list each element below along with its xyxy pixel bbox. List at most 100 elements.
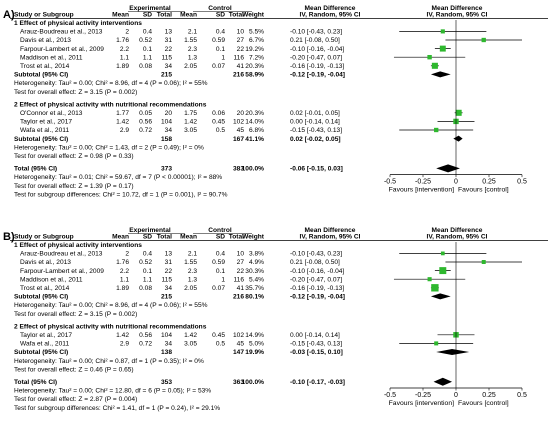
subtotal-exp-total: 158 [161,136,172,143]
control-header: Control [208,5,232,12]
total-ctrl-total: 363 [233,379,244,386]
column-header-total: Total [229,12,244,19]
ctrl-mean: 2.1 [188,251,197,258]
column-header-mean: Mean [112,234,129,241]
study-ci: -0.20 [-0.47, 0.07] [290,54,342,61]
exp-sd: 0.05 [139,110,152,117]
ctrl-total: 27 [237,259,245,266]
subtotal-ci: 0.02 [-0.02, 0.05] [290,136,341,143]
subtotal-label: Subtotal (95% CI) [14,294,68,301]
favours-control-label: Favours [control] [458,187,509,194]
ctrl-sd: 0.07 [212,285,225,292]
ctrl-total: 10 [237,29,245,36]
subtotal-diamond [430,293,451,300]
subtotal-exp-total: 215 [161,294,172,301]
study-ci: -0.10 [-0.43, 0.23] [290,251,342,258]
subgroup-heterogeneity: Heterogeneity: Tau² = 0.00; Chi² = 8.96,… [14,80,208,87]
ctrl-sd: 0.59 [212,37,225,44]
study-weight: 35.7% [245,285,264,292]
study-name: Arauz-Boudreau et al., 2013 [20,251,103,258]
exp-sd: 0.1 [143,268,152,275]
study-name: Davis et al., 2013 [20,37,71,44]
column-header-total: Total [157,12,172,19]
exp-mean: 1.1 [120,276,129,283]
ctrl-sd: 0.06 [212,110,225,117]
ctrl-total: 10 [237,251,245,258]
study-weight: 14.9% [245,332,264,339]
study-ci: -0.16 [-0.19, -0.13] [290,285,344,292]
favours-intervention-label: Favours [intervention] [389,187,454,194]
x-tick-label: -0.25 [415,179,431,186]
column-header-mean: Mean [180,234,197,241]
exp-mean: 1.89 [116,285,129,292]
study-ci: 0.21 [-0.08, 0.50] [290,37,340,44]
exp-mean: 2 [125,29,129,36]
ctrl-mean: 2.3 [188,46,197,53]
subtotal-ci: -0.03 [-0.15, 0.10] [290,349,343,356]
exp-sd: 0.56 [139,119,152,126]
subtotal-label: Subtotal (95% CI) [14,349,68,356]
exp-total: 31 [165,37,173,44]
subgroup-overall-effect: Test for overall effect: Z = 0.98 (P = 0… [14,153,134,160]
study-name: Taylor et al., 2017 [20,332,72,339]
exp-total: 34 [165,285,173,292]
subtotal-diamond [436,349,470,355]
footer-statistic: Heterogeneity: Tau² = 0.00; Chi² = 12.80… [14,388,211,395]
ctrl-total: 22 [237,268,245,275]
exp-sd: 0.52 [139,37,152,44]
exp-total: 115 [161,54,172,61]
ctrl-mean: 1.42 [184,119,197,126]
exp-sd: 0.08 [139,285,152,292]
exp-total: 34 [165,63,173,70]
subtotal-diamond [453,135,463,142]
ctrl-sd: 0.59 [212,259,225,266]
subgroup-overall-effect: Test for overall effect: Z = 0.46 (P = 0… [14,366,134,373]
subgroup-title: 2 Effect of physical activity with nutri… [14,101,207,108]
ctrl-sd: 0.5 [216,341,225,348]
exp-mean: 1.89 [116,63,129,70]
study-ci: 0.00 [-0.14, 0.14] [290,119,340,126]
column-header-weight: Weight [242,12,265,19]
subgroup-heterogeneity: Heterogeneity: Tau² = 0.00; Chi² = 8.96,… [14,302,208,309]
study-weight: 6.8% [249,127,264,134]
study-weight: 30.3% [245,268,264,275]
study-weight: 3.8% [249,251,264,258]
study-ci: 0.00 [-0.14, 0.14] [290,332,340,339]
x-tick-label: 0 [454,392,458,399]
exp-mean: 1.76 [116,259,129,266]
study-name: O'Connor et al., 2013 [20,110,83,117]
exp-total: 22 [165,46,173,53]
md-method-right: IV, Random, 95% CI [427,12,488,19]
column-header-mean: Mean [112,12,129,19]
experimental-header: Experimental [129,227,171,234]
ctrl-sd: 0.1 [216,46,225,53]
subtotal-exp-total: 215 [161,72,172,79]
exp-total: 104 [161,332,172,339]
ctrl-sd: 0.4 [216,251,225,258]
ctrl-sd: 0.1 [216,268,225,275]
md-method-left: IV, Random, 95% CI [300,234,361,241]
total-weight: 100.0% [242,379,265,386]
ctrl-total: 20 [237,110,245,117]
exp-total: 34 [165,341,173,348]
ctrl-sd: 0.4 [216,29,225,36]
subtotal-ctrl-total: 216 [233,72,244,79]
effect-square [434,341,439,346]
study-weight: 20.3% [245,63,264,70]
subtotal-diamond [430,71,451,78]
x-tick-label: 0.25 [482,392,496,399]
ctrl-mean: 1.55 [184,259,197,266]
ctrl-mean: 2.05 [184,63,197,70]
study-column-header: Study or Subgroup [14,12,74,19]
md-method-left: IV, Random, 95% CI [300,12,361,19]
exp-sd: 0.08 [139,63,152,70]
column-header-mean: Mean [180,12,197,19]
ctrl-mean: 3.05 [184,341,197,348]
subtotal-exp-total: 138 [161,349,172,356]
subtotal-weight: 58.9% [245,72,264,79]
x-tick-label: -0.5 [384,179,396,186]
effect-square [427,54,432,60]
favours-control-label: Favours [control] [458,400,509,407]
study-weight: 5.4% [249,276,264,283]
effect-square [434,127,439,133]
